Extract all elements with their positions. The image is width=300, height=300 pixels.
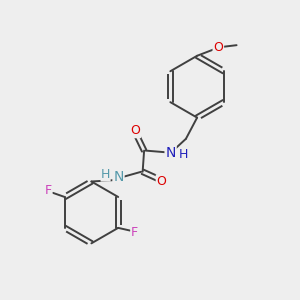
Text: F: F [45, 184, 52, 197]
Text: N: N [113, 170, 124, 184]
Text: O: O [157, 175, 166, 188]
Text: F: F [131, 226, 138, 239]
Text: O: O [130, 124, 140, 137]
Text: N: N [165, 146, 176, 160]
Text: O: O [213, 41, 223, 54]
Text: H: H [179, 148, 188, 161]
Text: H: H [101, 168, 110, 181]
